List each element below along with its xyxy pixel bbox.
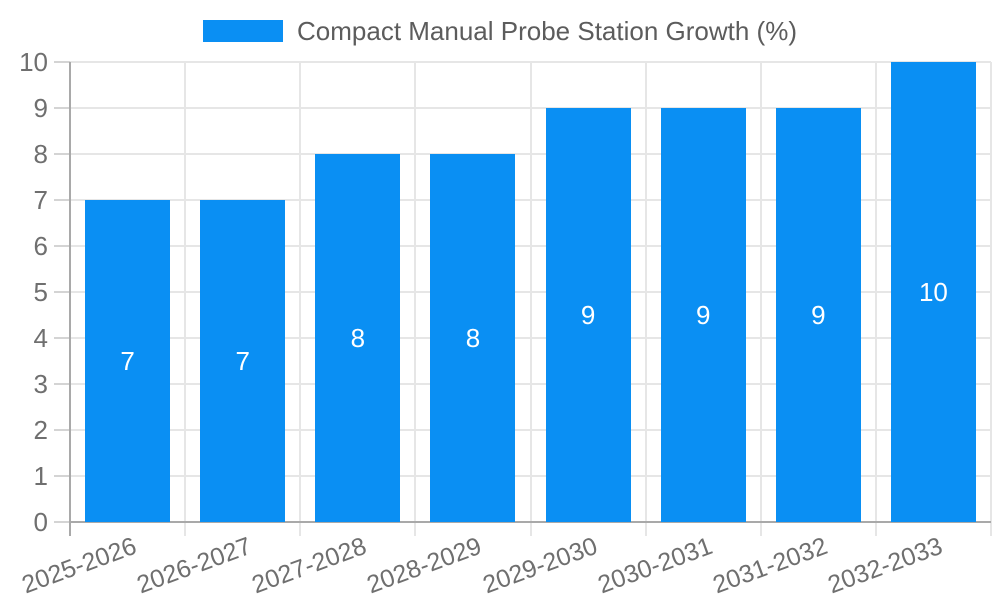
y-tick-label: 3 [33,369,48,399]
y-tick-mark [54,291,70,293]
bar [315,154,401,522]
gridline-x [874,62,877,536]
x-axis-line [70,521,991,523]
x-tick-label: 2027-2028 [248,532,371,600]
y-tick-mark [54,199,70,201]
y-tick-label: 7 [33,185,48,215]
bar-value-label: 8 [465,323,481,353]
bar-value-label: 7 [120,346,135,376]
gridline-x [990,62,992,536]
bar [85,200,171,522]
bar-value-label: 8 [350,323,366,353]
y-tick-mark [54,245,70,247]
x-tick-label: 2031-2032 [708,532,831,600]
y-tick-mark [54,153,70,155]
y-tick-mark [54,107,70,109]
y-tick-label: 6 [33,231,48,261]
bar-value-label: 9 [811,300,826,330]
y-axis-line [69,62,71,536]
bar [660,108,746,522]
bar-value-label: 7 [235,346,250,376]
legend-label: Compact Manual Probe Station Growth (%) [297,16,797,46]
y-tick-label: 9 [33,93,48,123]
gridline-x [299,62,302,536]
y-tick-mark [54,61,70,63]
y-tick-label: 5 [33,277,48,307]
gridline-x [644,62,647,536]
y-tick-mark [54,383,70,385]
x-tick-label: 2030-2031 [593,532,716,600]
bar [890,62,976,522]
x-tick-label: 2025-2026 [18,532,141,600]
x-tick-label: 2029-2030 [478,532,601,600]
x-tick-label: 2032-2033 [824,532,947,600]
y-tick-mark [54,475,70,477]
legend[interactable]: Compact Manual Probe Station Growth (%) [0,17,1000,45]
bar [200,200,286,522]
x-tick-label: 2026-2027 [133,532,256,600]
gridline-x [529,62,532,536]
bar [430,154,516,522]
y-tick-label: 4 [33,323,48,353]
gridline-x [184,62,187,536]
bar-value-label: 9 [580,300,596,330]
gridline-x [414,62,417,536]
y-tick-label: 1 [33,461,48,491]
bar-value-label: 9 [695,300,711,330]
y-tick-label: 8 [33,139,48,169]
y-tick-label: 2 [33,415,48,445]
x-tick-label: 2028-2029 [363,532,486,600]
y-tick-mark [54,429,70,431]
gridline-x [759,62,762,536]
y-tick-label: 0 [33,507,48,537]
y-tick-mark [54,337,70,339]
bar [775,108,861,522]
y-tick-mark [54,521,70,523]
y-tick-label: 10 [19,47,48,77]
bar [545,108,631,522]
legend-swatch [203,20,283,42]
bar-value-label: 10 [918,277,948,307]
